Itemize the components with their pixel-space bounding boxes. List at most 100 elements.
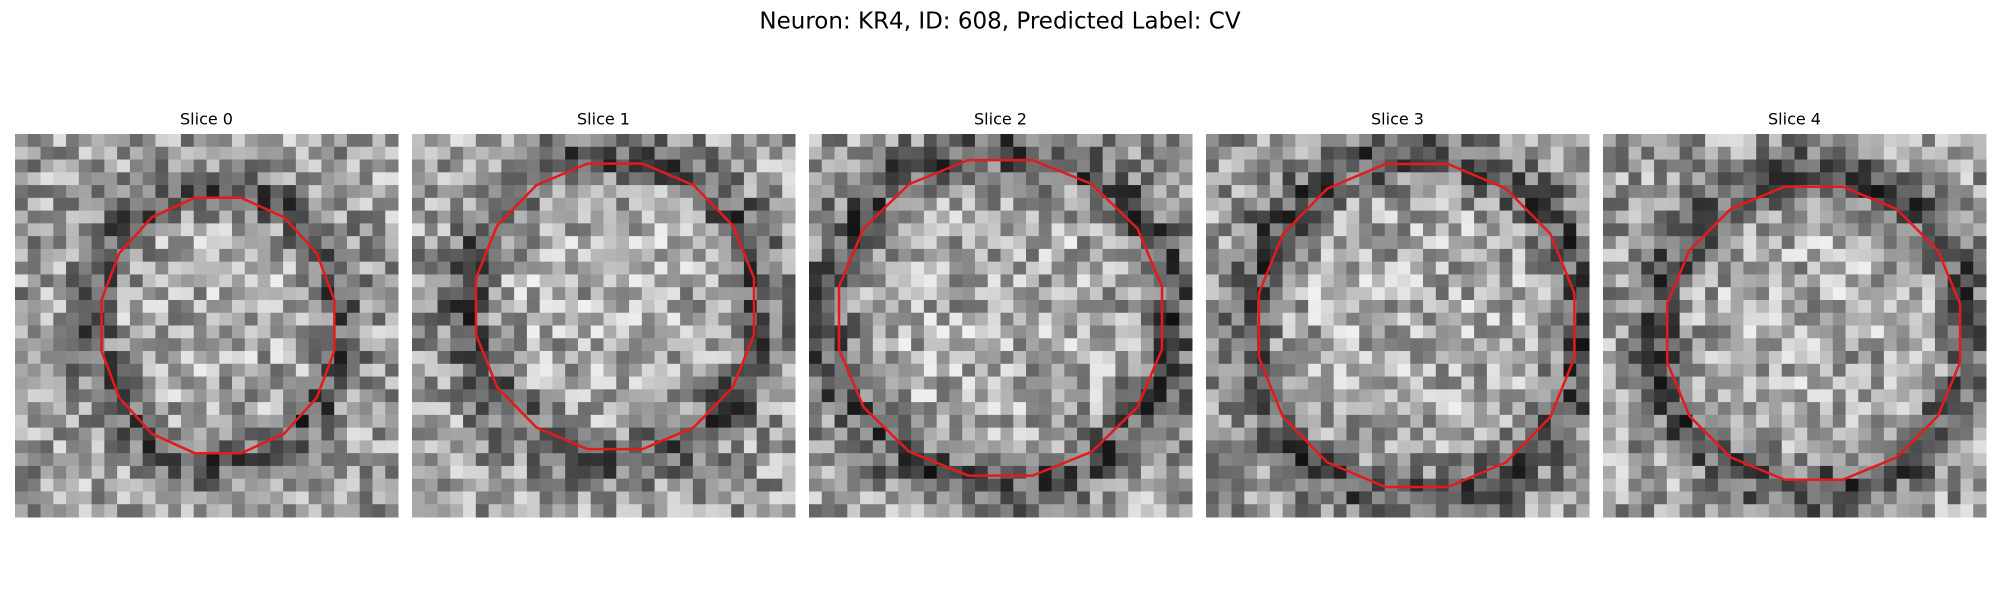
pixel	[1064, 146, 1078, 161]
pixel	[1512, 134, 1526, 148]
pixel	[1858, 236, 1872, 250]
pixel	[603, 185, 617, 199]
pixel	[168, 185, 182, 199]
pixel	[142, 210, 156, 224]
pixel	[1794, 274, 1808, 288]
pixel	[295, 402, 310, 416]
pixel	[437, 351, 451, 365]
pixel	[1410, 312, 1424, 326]
pixel	[1051, 236, 1065, 250]
pixel	[1257, 312, 1271, 326]
pixel	[949, 197, 963, 212]
pixel	[1845, 299, 1859, 314]
pixel	[1282, 146, 1296, 161]
pixel	[1359, 223, 1373, 237]
pixel	[129, 172, 144, 186]
pixel	[1641, 236, 1655, 250]
pixel	[1820, 453, 1834, 467]
pixel	[91, 338, 105, 352]
pixel	[1858, 248, 1872, 263]
pixel	[936, 223, 950, 237]
pixel	[565, 134, 579, 148]
pixel	[1308, 363, 1322, 378]
pixel	[27, 197, 42, 212]
pixel	[1346, 478, 1360, 492]
pixel	[743, 465, 758, 480]
pixel	[1537, 504, 1552, 518]
pixel	[91, 185, 105, 199]
pixel	[1000, 197, 1014, 212]
pixel	[590, 376, 604, 390]
pixel	[1179, 312, 1193, 326]
pixel	[412, 491, 426, 505]
pixel	[1435, 287, 1450, 301]
pixel	[1013, 338, 1027, 352]
pixel	[577, 427, 592, 441]
pixel	[1102, 299, 1116, 314]
pixel	[769, 159, 783, 173]
pixel	[129, 197, 144, 212]
pixel	[27, 491, 42, 505]
pixel	[1743, 159, 1757, 173]
pixel	[860, 325, 874, 339]
pixel	[1743, 389, 1757, 403]
pixel	[129, 376, 144, 390]
pixel	[911, 312, 925, 326]
pixel	[412, 363, 426, 378]
pixel	[743, 376, 758, 390]
pixel	[1615, 504, 1630, 518]
pixel	[1603, 465, 1617, 480]
pixel	[1102, 159, 1116, 173]
pixel	[514, 287, 528, 301]
pixel	[756, 172, 770, 186]
pixel	[244, 338, 259, 352]
pixel	[104, 325, 118, 339]
pixel	[1282, 440, 1296, 454]
pixel	[603, 325, 617, 339]
pixel	[847, 414, 861, 429]
pixel	[104, 465, 118, 480]
pixel	[603, 159, 617, 173]
pixel	[1166, 363, 1180, 378]
pixel	[629, 376, 643, 390]
pixel	[1435, 363, 1450, 378]
pixel	[1244, 159, 1258, 173]
pixel	[385, 440, 399, 454]
pixel	[1269, 159, 1284, 173]
pixel	[1038, 363, 1053, 378]
pixel	[1346, 210, 1360, 224]
pixel	[1871, 261, 1885, 275]
pixel	[1756, 363, 1770, 378]
pixel	[437, 236, 451, 250]
pixel	[1871, 248, 1885, 263]
pixel	[1909, 465, 1923, 480]
pixel	[821, 146, 836, 161]
pixel	[603, 146, 617, 161]
pixel	[898, 465, 912, 480]
pixel	[1628, 223, 1642, 237]
pixel	[1628, 465, 1642, 480]
pixel	[1641, 172, 1655, 186]
pixel	[860, 440, 874, 454]
pixel	[1820, 491, 1834, 505]
pixel	[1295, 146, 1309, 161]
pixel	[860, 491, 874, 505]
pixel	[974, 376, 989, 390]
pixel	[295, 325, 310, 339]
pixel	[1282, 402, 1296, 416]
pixel	[283, 261, 297, 275]
pixel	[1550, 312, 1564, 326]
pixel	[1206, 427, 1220, 441]
pixel	[40, 185, 54, 199]
pixel	[372, 414, 386, 429]
pixel	[1218, 236, 1233, 250]
pixel	[117, 440, 131, 454]
pixel	[180, 159, 195, 173]
pixel	[526, 248, 541, 263]
pixel	[539, 402, 553, 416]
pixel	[936, 363, 950, 378]
pixel	[1384, 159, 1398, 173]
pixel	[1051, 440, 1065, 454]
pixel	[501, 274, 515, 288]
pixel	[1794, 146, 1808, 161]
